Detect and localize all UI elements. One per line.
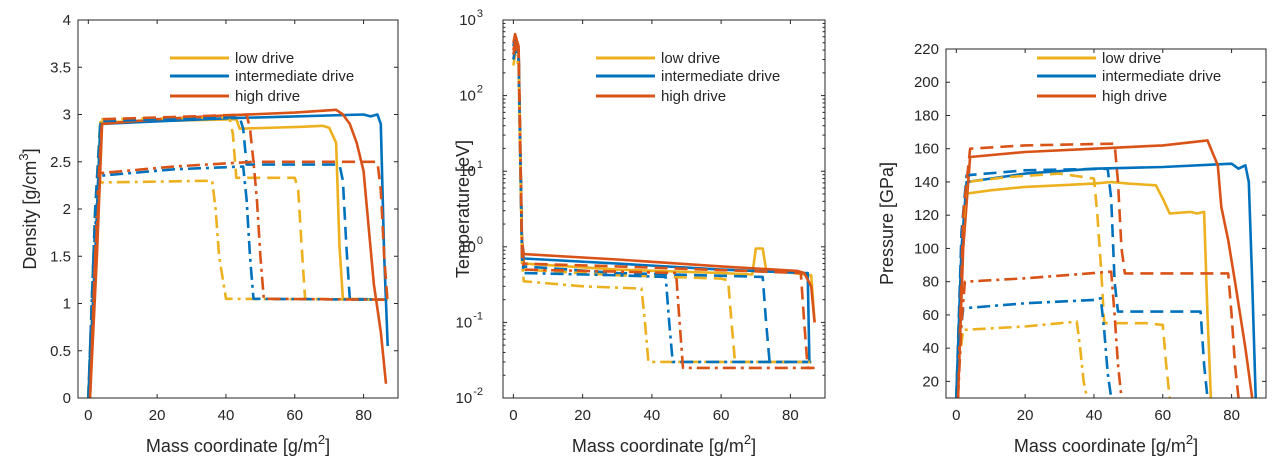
legend-label-low-drive: low drive bbox=[235, 50, 294, 67]
legend-label-low-drive: low drive bbox=[1102, 50, 1161, 67]
series-line-low-drive-solid bbox=[955, 180, 1213, 398]
series-line-intermediate-drive-dashed bbox=[87, 116, 385, 398]
y-tick-label: 1 bbox=[63, 296, 71, 313]
x-tick-label: 60 bbox=[286, 407, 303, 424]
plot-frame bbox=[945, 48, 1267, 399]
series-line-high-drive-dashdot bbox=[956, 270, 1123, 398]
y-tick-label: 80 bbox=[922, 274, 939, 291]
series-line-high-drive-dashdot bbox=[88, 160, 385, 398]
x-tick-label: 0 bbox=[84, 407, 92, 424]
x-tick-label: 60 bbox=[1154, 407, 1171, 424]
x-tick-label: 40 bbox=[1086, 407, 1103, 424]
series-line-high-drive-dashed bbox=[88, 113, 389, 398]
series-line-high-drive-dashed bbox=[956, 142, 1240, 398]
legend-label-intermediate-drive: intermediate drive bbox=[235, 68, 354, 85]
x-tick-label: 40 bbox=[218, 407, 235, 424]
x-axis-label: Mass coordinate [g/m2] bbox=[572, 432, 756, 456]
y-tick-label: 1.5 bbox=[50, 248, 71, 265]
y-tick-label: 4 bbox=[63, 12, 71, 29]
legend-label-intermediate-drive: intermediate drive bbox=[661, 68, 780, 85]
x-tick-label: 20 bbox=[574, 407, 591, 424]
y-tick-label: 0 bbox=[63, 390, 71, 407]
series-line-high-drive-solid bbox=[88, 108, 388, 398]
legend-label-high-drive: high drive bbox=[235, 88, 300, 105]
plot-frame bbox=[77, 19, 399, 399]
y-tick-label: 140 bbox=[914, 174, 939, 191]
series-line-intermediate-drive-dashdot bbox=[87, 165, 385, 398]
y-tick-label: 2.5 bbox=[50, 154, 71, 171]
x-tick-label: 40 bbox=[644, 407, 661, 424]
legend-label-high-drive: high drive bbox=[1102, 88, 1167, 105]
y-tick-label: 10-1 bbox=[456, 310, 483, 331]
y-tick-label: 100 bbox=[914, 240, 939, 257]
y-axis-label: Temperature [eV] bbox=[453, 140, 473, 278]
series-line-intermediate-drive-dashdot bbox=[512, 48, 812, 364]
series-line-high-drive-solid bbox=[512, 32, 816, 323]
series-line-high-drive-solid bbox=[956, 139, 1254, 398]
pressure-panel: 0 20 40 60 80 20 40 60 80 100 120 140 160 180 200 220 lo… bbox=[877, 41, 1267, 456]
y-tick-label: 160 bbox=[914, 141, 939, 158]
y-tick-label: 220 bbox=[914, 41, 939, 58]
x-tick-label: 20 bbox=[149, 407, 166, 424]
y-tick-label: 40 bbox=[922, 340, 939, 357]
y-tick-label: 103 bbox=[459, 8, 483, 29]
legend-label-intermediate-drive: intermediate drive bbox=[1102, 68, 1221, 85]
series-line-high-drive-dashed bbox=[512, 41, 815, 370]
y-axis-label: Density [g/cm3] bbox=[16, 148, 40, 269]
density-panel: 0 20 40 60 80 0 0.5 1 1.5 2 2.5 3 3.5 4 low driveinter… bbox=[16, 12, 399, 456]
series-line-low-drive-dashed bbox=[955, 172, 1171, 398]
y-axis-label: Pressure [GPa] bbox=[877, 162, 897, 285]
series-line-low-drive-dashdot bbox=[87, 179, 385, 398]
x-axis-label: Mass coordinate [g/m2] bbox=[1014, 432, 1198, 456]
x-tick-label: 80 bbox=[355, 407, 372, 424]
series-line-low-drive-solid bbox=[87, 117, 388, 398]
series-line-intermediate-drive-solid bbox=[87, 113, 389, 398]
series-line-intermediate-drive-dashdot bbox=[955, 297, 1113, 398]
legend-label-high-drive: high drive bbox=[661, 88, 726, 105]
series-line-low-drive-dashed bbox=[512, 48, 812, 364]
legend-label-low-drive: low drive bbox=[661, 50, 720, 67]
x-tick-label: 20 bbox=[1017, 407, 1034, 424]
x-tick-label: 0 bbox=[509, 407, 517, 424]
x-tick-label: 80 bbox=[1223, 407, 1240, 424]
y-tick-label: 20 bbox=[922, 373, 939, 390]
x-tick-label: 60 bbox=[713, 407, 730, 424]
y-tick-label: 0.5 bbox=[50, 343, 71, 360]
y-tick-label: 2 bbox=[63, 201, 71, 218]
series-line-intermediate-drive-dashed bbox=[955, 167, 1209, 398]
series-line-high-drive-dashdot bbox=[512, 44, 812, 370]
plot-frame bbox=[502, 19, 826, 399]
y-tick-label: 120 bbox=[914, 207, 939, 224]
y-tick-label: 10-2 bbox=[456, 386, 483, 407]
x-tick-label: 80 bbox=[782, 407, 799, 424]
y-tick-label: 3 bbox=[63, 107, 71, 124]
y-tick-label: 200 bbox=[914, 74, 939, 91]
x-axis-label: Mass coordinate [g/m2] bbox=[146, 432, 330, 456]
y-tick-label: 3.5 bbox=[50, 59, 71, 76]
series-line-low-drive-dashdot bbox=[512, 53, 812, 364]
x-tick-label: 0 bbox=[952, 407, 960, 424]
y-tick-label: 180 bbox=[914, 107, 939, 124]
y-tick-label: 102 bbox=[459, 84, 483, 105]
y-tick-label: 60 bbox=[922, 307, 939, 324]
series-line-low-drive-dashdot bbox=[955, 320, 1089, 398]
